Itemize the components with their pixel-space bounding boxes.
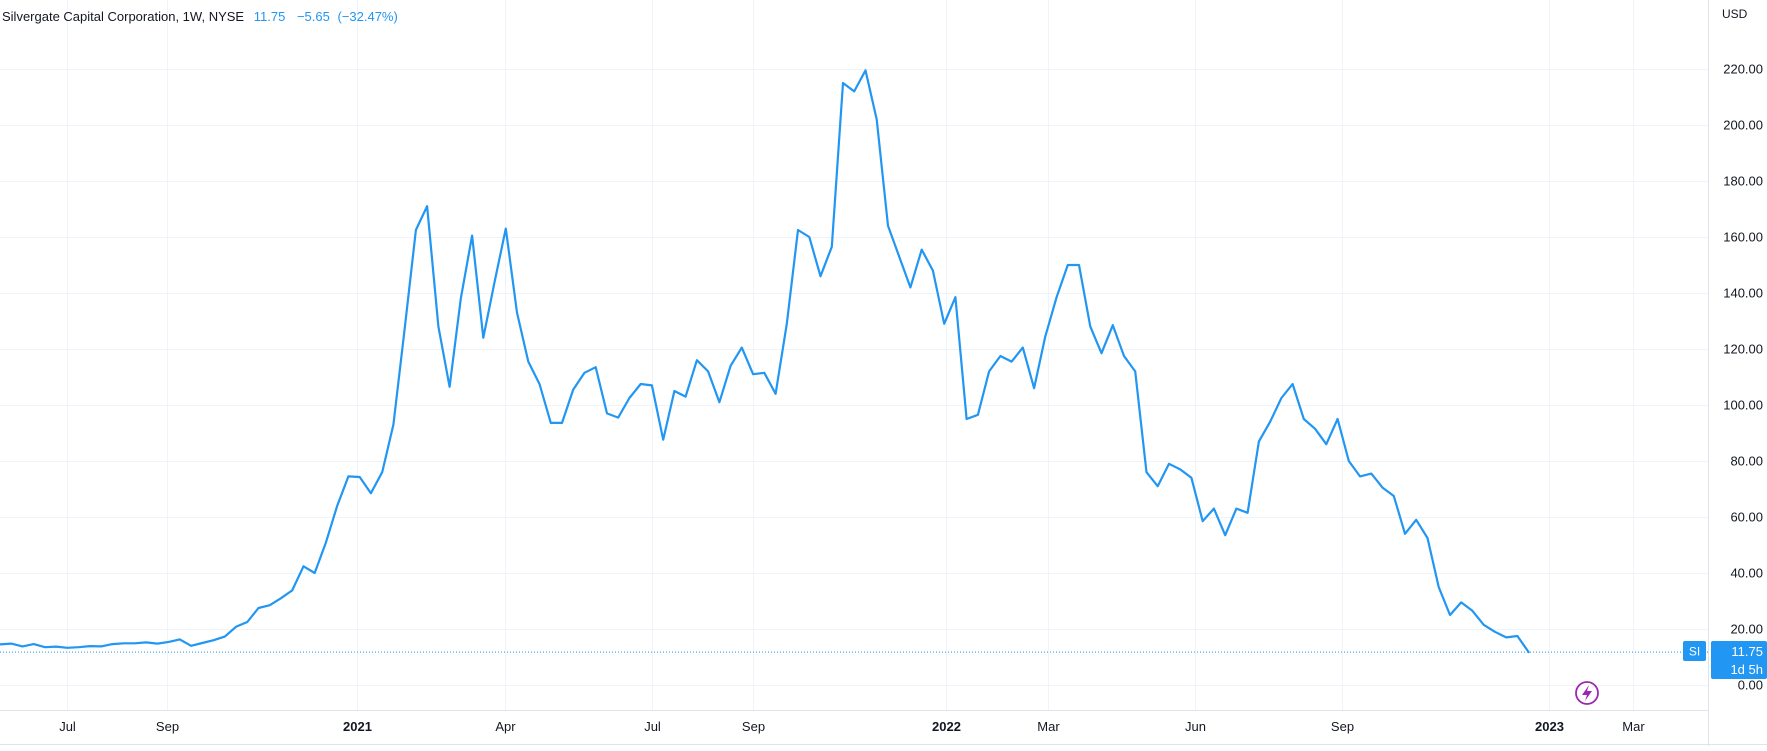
y-tick-label: 0.00 <box>1738 678 1763 693</box>
y-tick-label: 200.00 <box>1723 118 1763 133</box>
price-axis[interactable]: 0.00 20.00 40.00 60.00 80.00 100.00 120.00 140.… <box>1723 62 1763 693</box>
x-tick-label: 2021 <box>343 719 372 734</box>
y-tick-label: 100.00 <box>1723 398 1763 413</box>
y-tick-label: 220.00 <box>1723 62 1763 77</box>
currency-label: USD <box>1722 7 1748 21</box>
chart-legend[interactable]: Silvergate Capital Corporation, 1W, NYSE… <box>2 9 398 24</box>
y-tick-label: 60.00 <box>1730 510 1763 525</box>
y-tick-label: 80.00 <box>1730 454 1763 469</box>
y-tick-label: 40.00 <box>1730 566 1763 581</box>
symbol-badge-label: SI <box>1689 645 1700 659</box>
x-tick-label: Jun <box>1185 719 1206 734</box>
legend-change: −5.65 <box>296 9 330 24</box>
x-tick-label: Mar <box>1622 719 1645 734</box>
lightning-icon-bolt <box>1582 685 1592 701</box>
legend-interval[interactable]: 1W <box>182 9 202 24</box>
price-badge[interactable] <box>1711 641 1767 679</box>
symbol-badge[interactable] <box>1683 641 1706 661</box>
x-tick-label: Jul <box>644 719 661 734</box>
x-tick-label: Apr <box>495 719 516 734</box>
price-badge-countdown: 1d 5h <box>1730 662 1763 677</box>
y-tick-label: 160.00 <box>1723 230 1763 245</box>
legend-change-percent: (−32.47%) <box>337 9 398 24</box>
y-tick-label: 20.00 <box>1730 622 1763 637</box>
price-badge-value: 11.75 <box>1731 644 1763 659</box>
x-tick-label: Mar <box>1037 719 1060 734</box>
series-line <box>0 69 1530 654</box>
x-tick-label: Sep <box>742 719 765 734</box>
y-tick-label: 120.00 <box>1723 342 1763 357</box>
legend-separator: , <box>201 9 209 24</box>
grid-layer <box>0 0 1708 710</box>
price-badges[interactable]: SI 11.75 1d 5h <box>1683 641 1767 679</box>
legend-exchange: NYSE <box>208 9 245 24</box>
time-axis[interactable]: Jul Sep 2021 Apr Jul Sep 2022 Mar Jun Sep 2023 Mar <box>59 719 1645 734</box>
legend-separator: , <box>175 9 183 24</box>
legend-symbol-name[interactable]: Silvergate Capital Corporation <box>2 9 176 24</box>
y-tick-label: 140.00 <box>1723 286 1763 301</box>
x-tick-label: 2022 <box>932 719 961 734</box>
x-tick-label: Sep <box>156 719 179 734</box>
x-tick-label: Sep <box>1331 719 1354 734</box>
legend-last-price: 11.75 <box>253 9 286 24</box>
y-tick-label: 180.00 <box>1723 174 1763 189</box>
x-tick-label: 2023 <box>1535 719 1564 734</box>
x-tick-label: Jul <box>59 719 76 734</box>
event-marker[interactable] <box>1575 681 1599 705</box>
